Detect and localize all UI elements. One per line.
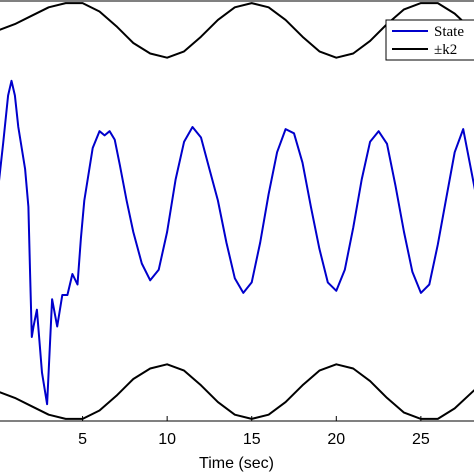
series-line-1 — [0, 2, 474, 59]
x-tick-label: 25 — [412, 431, 430, 448]
legend-box — [385, 19, 474, 61]
legend-entry-state: State — [434, 24, 464, 40]
legend: State ±k2 — [385, 19, 474, 61]
x-ticks: 5 10 15 20 25 — [78, 416, 430, 448]
x-tick-label: 15 — [243, 431, 261, 448]
plot-frame — [0, 0, 474, 422]
x-tick-label: 10 — [158, 431, 176, 448]
series-line-2 — [0, 363, 474, 420]
legend-entry-bound: ±k2 — [434, 42, 457, 58]
series-line-0 — [0, 79, 474, 406]
series-lines — [0, 2, 474, 420]
x-tick-label: 5 — [78, 431, 87, 448]
x-axis-label: Time (sec) — [199, 455, 274, 472]
x-tick-label: 20 — [327, 431, 345, 448]
